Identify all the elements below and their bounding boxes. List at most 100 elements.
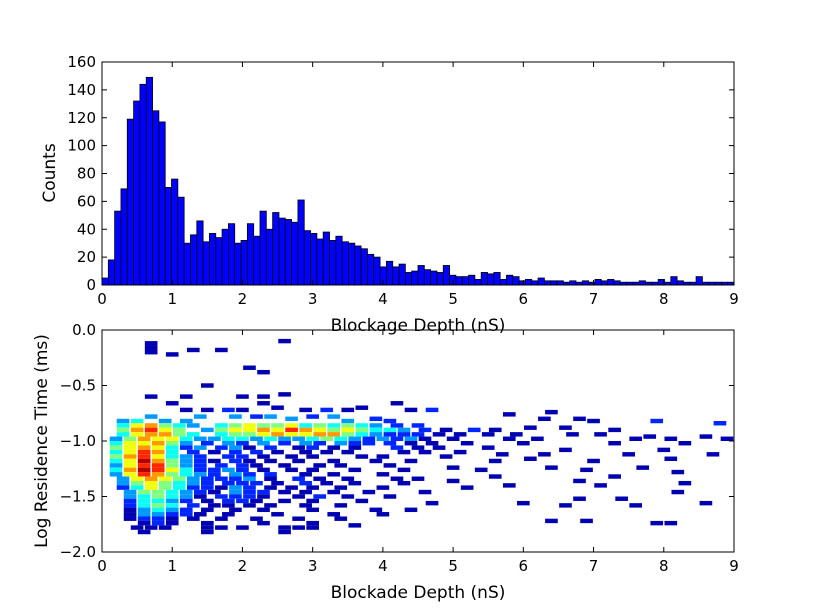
- heatmap-cell: [151, 494, 165, 499]
- heatmap-cell: [186, 476, 200, 481]
- heatmap-cell: [636, 465, 650, 470]
- heatmap-cell: [502, 483, 516, 488]
- heatmap-cell: [573, 478, 586, 484]
- heatmap-cell: [271, 405, 284, 410]
- heatmap-cell: [243, 427, 256, 433]
- heatmap-cell: [109, 441, 123, 446]
- heatmap-cell: [264, 476, 277, 481]
- heatmap-cell: [165, 516, 179, 521]
- heatmap-cell: [109, 458, 123, 464]
- histogram-bar: [278, 217, 286, 286]
- heatmap-cell: [341, 407, 355, 413]
- heatmap-cell: [327, 512, 341, 517]
- heatmap-cell: [432, 445, 446, 450]
- heatmap-x-axis-label: Blockade Depth (nS): [331, 583, 506, 603]
- heatmap-cell: [299, 472, 312, 477]
- heatmap-cell: [327, 423, 341, 428]
- heatmap-cell: [643, 434, 657, 439]
- heatmap-cell: [313, 427, 327, 433]
- heatmap-cell: [369, 507, 383, 513]
- heatmap-cell: [306, 436, 319, 441]
- heatmap-cell: [257, 520, 270, 526]
- heatmap-cell: [186, 423, 200, 428]
- heatmap-cell: [488, 474, 502, 479]
- heatmap-cell: [123, 507, 137, 513]
- heatmap-cell: [271, 423, 284, 428]
- heatmap-cell: [243, 476, 256, 481]
- heatmap-cell: [397, 467, 411, 473]
- heatmap-cell: [580, 467, 593, 473]
- heatmap-cell: [355, 432, 369, 437]
- heatmap-cell: [236, 498, 249, 504]
- heatmap-cell: [201, 507, 214, 513]
- heatmap-cell: [158, 476, 172, 481]
- heatmap-cell: [151, 449, 165, 455]
- histogram-bar: [600, 280, 609, 286]
- heatmap-cell: [109, 454, 123, 459]
- heatmap-cell: [222, 480, 235, 486]
- heatmap-cell: [144, 394, 158, 399]
- histogram-bar: [480, 272, 488, 286]
- heatmap-cell: [109, 449, 123, 455]
- x-tick-label: 9: [729, 290, 739, 308]
- heatmap-cell: [165, 507, 179, 513]
- heatmap-cell: [137, 445, 151, 450]
- heatmap-cell: [165, 458, 179, 464]
- histogram-bar: [385, 260, 394, 286]
- histogram-bar: [436, 272, 444, 286]
- heatmap-cell: [460, 441, 474, 446]
- heatmap-cell: [215, 347, 228, 353]
- heatmap-cell: [292, 476, 305, 481]
- heatmap-cell: [137, 436, 151, 441]
- heatmap-cell: [165, 520, 179, 526]
- heatmap-cell: [222, 407, 235, 413]
- histogram-bar: [613, 280, 621, 286]
- heatmap-cell: [222, 441, 235, 446]
- heatmap-cell: [179, 463, 193, 468]
- histogram-bar: [493, 272, 501, 286]
- heatmap-cell: [151, 472, 165, 477]
- histogram-bar: [569, 280, 577, 286]
- histogram-bar: [455, 276, 463, 286]
- heatmap-cell: [425, 441, 439, 446]
- heatmap-cell: [116, 476, 130, 481]
- heatmap-cell: [165, 494, 179, 499]
- heatmap-cell: [418, 449, 432, 455]
- heatmap-cell: [116, 480, 130, 486]
- heatmap-cell: [144, 432, 158, 437]
- heatmap-cell: [137, 489, 151, 495]
- heatmap-cell: [306, 498, 319, 504]
- histogram-bar: [335, 235, 343, 286]
- heatmap-cell: [151, 463, 165, 468]
- heatmap-cell: [341, 418, 355, 424]
- heatmap-cell: [137, 520, 151, 526]
- heatmap-cell: [397, 480, 411, 486]
- histogram-bar: [487, 273, 495, 286]
- heatmap-cell: [165, 503, 179, 508]
- heatmap-cell: [264, 436, 277, 441]
- heatmap-cell: [158, 485, 172, 490]
- histogram-bar: [670, 276, 678, 286]
- heatmap-cell: [446, 465, 460, 470]
- heatmap-cell: [116, 418, 130, 424]
- heatmap-cell: [257, 401, 270, 406]
- heatmap-cell: [123, 441, 137, 446]
- heatmap-cell: [257, 494, 270, 499]
- heatmap-cell: [362, 436, 376, 441]
- heatmap-cell: [306, 454, 319, 459]
- heatmap-cell: [236, 441, 249, 446]
- heatmap-cell: [144, 414, 158, 419]
- heatmap-cell: [404, 458, 418, 464]
- heatmap-cell: [243, 503, 256, 508]
- heatmap-cell: [362, 441, 376, 446]
- heatmap-cell: [243, 458, 256, 464]
- heatmap-cell: [130, 476, 144, 481]
- heatmap-cell: [278, 529, 291, 535]
- y-tick-label: 0.0: [72, 321, 96, 339]
- heatmap-cell: [390, 445, 404, 450]
- heatmap-cell: [201, 498, 214, 504]
- heatmap-cell: [193, 436, 207, 441]
- heatmap-cell: [151, 503, 165, 508]
- heatmap-cell: [278, 436, 291, 441]
- heatmap-cell: [229, 476, 242, 481]
